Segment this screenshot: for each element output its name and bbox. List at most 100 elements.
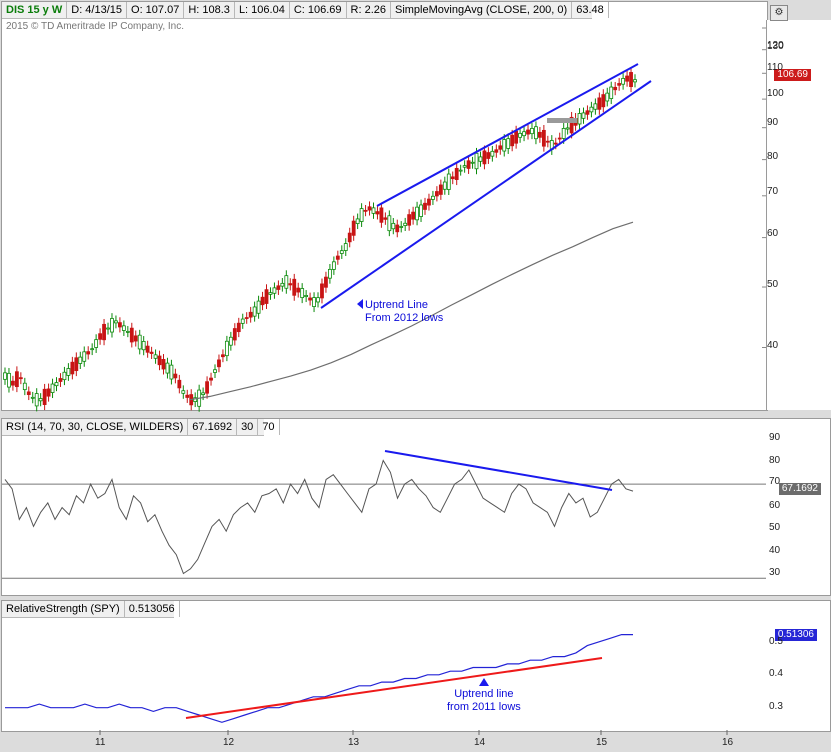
candle-body <box>312 297 316 307</box>
study-label[interactable]: SimpleMovingAvg (CLOSE, 200, 0) <box>391 2 573 18</box>
annotation-2012-line2: From 2012 lows <box>365 312 444 324</box>
price-tick-90: 90 <box>767 117 779 128</box>
candle-body <box>363 209 368 212</box>
open-label: O: 107.07 <box>127 2 185 18</box>
candle-body <box>50 383 55 393</box>
candle-body <box>613 86 618 91</box>
candle-body <box>236 322 241 333</box>
study-value: 63.48 <box>572 2 609 18</box>
candle-body <box>141 341 146 351</box>
x-tick-11: 11 <box>95 737 106 748</box>
candle-body <box>621 78 626 85</box>
candle-body <box>486 152 491 159</box>
candle-body <box>633 79 637 83</box>
candle-body <box>557 137 562 140</box>
rsi-tick-80: 80 <box>769 455 781 466</box>
candle-body <box>438 184 443 195</box>
candle-body <box>224 340 229 357</box>
candle-body <box>316 297 320 303</box>
candle-body <box>502 139 507 152</box>
candle-body <box>118 322 122 328</box>
candle-body <box>454 167 459 180</box>
x-tick-13: 13 <box>348 737 360 748</box>
candle-body <box>173 373 178 379</box>
candle-body <box>244 317 249 319</box>
candle-body <box>82 351 87 362</box>
candle-body <box>114 320 118 324</box>
rsi-study-label[interactable]: RSI (14, 70, 30, CLOSE, WILDERS) <box>2 419 189 435</box>
candle-body <box>78 356 83 364</box>
rsi-tick-30: 30 <box>769 567 781 578</box>
candle-body <box>585 110 590 115</box>
candle-body <box>561 128 566 139</box>
candle-body <box>526 129 530 135</box>
candle-body <box>347 232 352 243</box>
candle-body <box>201 392 206 395</box>
candle-body <box>427 198 431 206</box>
candle-body <box>371 207 376 214</box>
candle-body <box>137 334 142 350</box>
candle-body <box>98 333 102 340</box>
rsi-panel: RSI (14, 70, 30, CLOSE, WILDERS) 67.1692… <box>1 418 831 596</box>
candle-body <box>106 327 110 330</box>
candle-body <box>272 287 277 294</box>
candle-body <box>605 92 610 102</box>
candle-body <box>355 218 360 224</box>
candle-body <box>181 390 186 394</box>
candle-body <box>534 126 538 140</box>
chart-settings-icon[interactable]: ⚙ <box>770 5 788 21</box>
candle-body <box>58 378 63 382</box>
price-tick-80: 80 <box>767 151 779 162</box>
candle-body <box>343 243 348 251</box>
rsi-line <box>4 459 634 575</box>
candle-body <box>240 318 245 324</box>
candle-body <box>395 224 400 233</box>
price-tick-110: 110 <box>767 62 783 73</box>
candle-body <box>462 165 467 168</box>
rs-tick-05: 0.5 <box>769 636 783 647</box>
rsi-info-bar: RSI (14, 70, 30, CLOSE, WILDERS) 67.1692… <box>2 419 280 436</box>
candle-body <box>308 297 312 301</box>
candle-body <box>320 283 324 299</box>
annotation-uptrend-2011: Uptrend line from 2011 lows <box>447 688 521 714</box>
symbol-label[interactable]: DIS 15 y W <box>2 2 68 18</box>
rs-study-label[interactable]: RelativeStrength (SPY) <box>2 601 125 617</box>
candle-body <box>66 368 71 376</box>
candle-body <box>478 156 483 162</box>
annotation-2011-line1: Uptrend line <box>454 688 514 700</box>
rsi-tick-50: 50 <box>769 522 781 533</box>
candle-body <box>177 379 182 389</box>
rs-uptrend-line <box>185 657 603 719</box>
candle-body <box>288 283 293 286</box>
candle-body <box>232 328 237 341</box>
candle-body <box>541 129 546 147</box>
candle-body <box>375 211 380 215</box>
candle-body <box>367 206 372 211</box>
candle-body <box>553 142 558 145</box>
price-tick-100: 100 <box>767 88 784 99</box>
price-last-tag: 106.69 <box>774 69 811 81</box>
candle-body <box>419 204 423 217</box>
candle-body <box>169 364 174 380</box>
resistance-zone <box>547 118 577 123</box>
candle-body <box>30 396 35 399</box>
price-tick-130: 130 <box>767 41 784 52</box>
rsi-tick-90: 90 <box>769 432 781 443</box>
rsi-os-label: 70 <box>258 419 280 435</box>
candle-body <box>387 215 392 232</box>
rs-panel: RelativeStrength (SPY) 0.513056 <box>1 600 831 732</box>
candle-body <box>34 393 39 407</box>
annotation-2012-line1: Uptrend Line <box>365 299 428 311</box>
x-tick-15: 15 <box>596 737 608 748</box>
copyright-text: 2015 © TD Ameritrade IP Company, Inc. <box>6 21 185 32</box>
candle-body <box>617 83 622 86</box>
price-tick-120: 120 <box>767 40 784 51</box>
rs-tick-03: 0.3 <box>769 701 783 712</box>
price-info-bar: DIS 15 y W D: 4/13/15 O: 107.07 H: 108.3… <box>2 2 609 19</box>
candle-body <box>466 160 471 169</box>
candle-body <box>530 128 534 135</box>
rsi-last-tag: 67.1692 <box>778 483 821 495</box>
candle-body <box>276 285 281 290</box>
candle-body <box>26 391 31 395</box>
